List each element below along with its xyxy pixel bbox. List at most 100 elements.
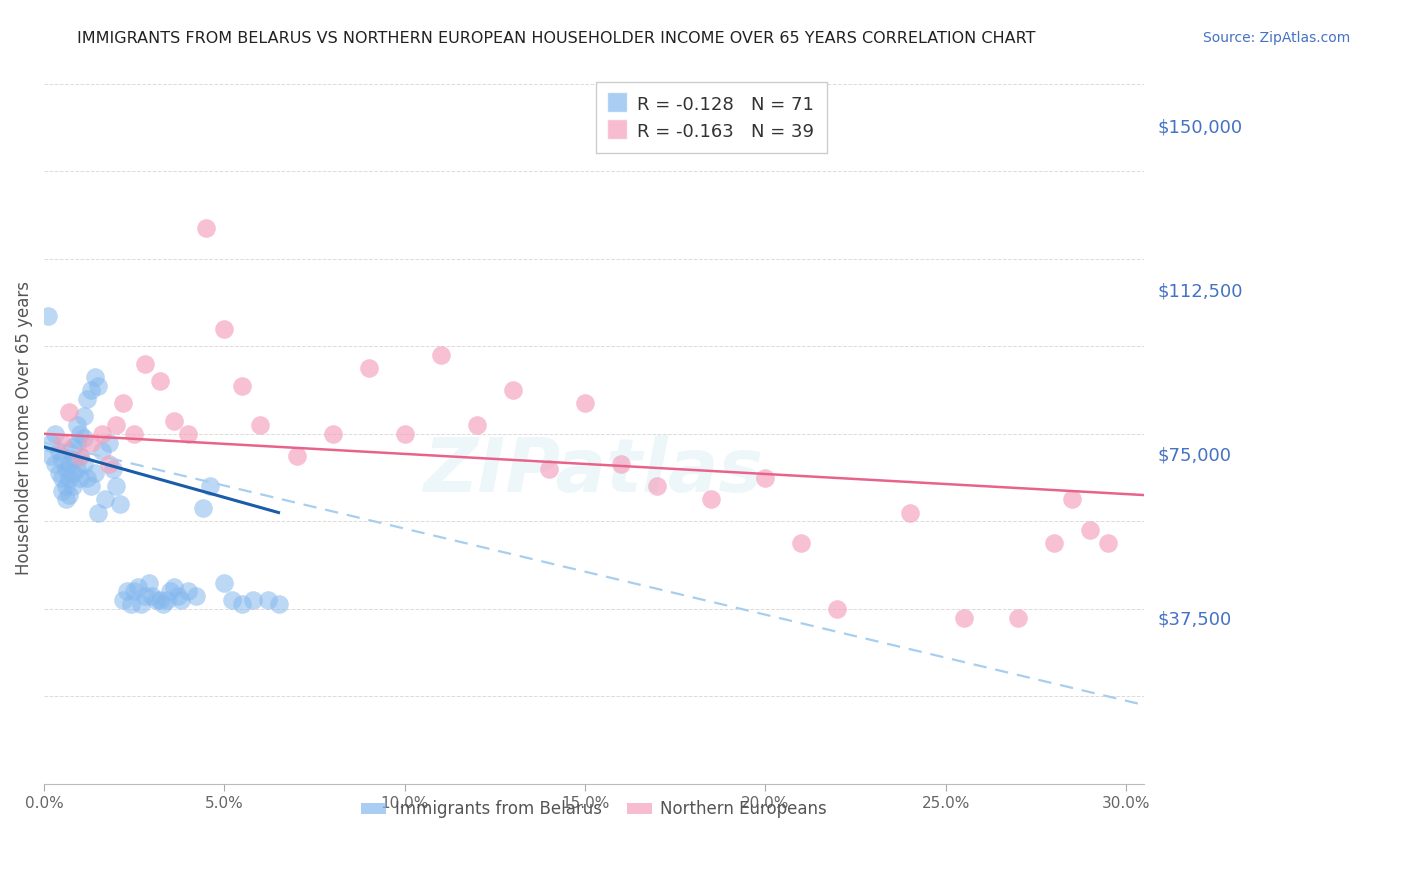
- Point: [65, 435, 87, 450]
- Point: [163, 414, 186, 428]
- Point: [754, 470, 776, 484]
- Point: [65, 462, 87, 476]
- Point: [73, 409, 96, 424]
- Point: [177, 584, 200, 599]
- Point: [58, 458, 80, 472]
- Point: [574, 396, 596, 410]
- Point: [76, 392, 98, 406]
- Legend: Immigrants from Belarus, Northern Europeans: Immigrants from Belarus, Northern Europe…: [354, 794, 834, 825]
- Point: [267, 598, 290, 612]
- Point: [73, 458, 96, 472]
- Point: [537, 462, 560, 476]
- Point: [242, 593, 264, 607]
- Point: [80, 435, 103, 450]
- Point: [214, 575, 236, 590]
- Point: [191, 501, 214, 516]
- Point: [69, 470, 91, 484]
- Point: [73, 431, 96, 445]
- Point: [115, 584, 138, 599]
- Point: [55, 492, 77, 507]
- Point: [98, 458, 121, 472]
- Point: [112, 593, 135, 607]
- Point: [249, 418, 271, 433]
- Point: [101, 462, 124, 476]
- Point: [90, 444, 112, 458]
- Point: [256, 593, 278, 607]
- Point: [221, 593, 243, 607]
- Point: [48, 444, 70, 458]
- Point: [37, 309, 59, 323]
- Point: [465, 418, 488, 433]
- Point: [645, 479, 668, 493]
- Point: [394, 426, 416, 441]
- Point: [285, 449, 308, 463]
- Point: [195, 221, 218, 235]
- Point: [41, 435, 63, 450]
- Point: [80, 479, 103, 493]
- Point: [62, 453, 84, 467]
- Point: [51, 453, 73, 467]
- Point: [76, 470, 98, 484]
- Point: [198, 479, 221, 493]
- Point: [48, 466, 70, 480]
- Point: [898, 506, 921, 520]
- Point: [83, 466, 105, 480]
- Text: ZIPatlas: ZIPatlas: [425, 434, 763, 508]
- Point: [610, 458, 633, 472]
- Point: [1097, 536, 1119, 550]
- Point: [152, 598, 174, 612]
- Point: [98, 435, 121, 450]
- Point: [1007, 610, 1029, 624]
- Point: [69, 426, 91, 441]
- Point: [163, 580, 186, 594]
- Text: $75,000: $75,000: [1159, 447, 1232, 465]
- Point: [131, 598, 153, 612]
- Point: [231, 378, 253, 392]
- Point: [700, 492, 723, 507]
- Point: [156, 593, 179, 607]
- Point: [357, 361, 380, 376]
- Point: [177, 426, 200, 441]
- Point: [430, 348, 453, 362]
- Point: [62, 440, 84, 454]
- Text: $37,500: $37,500: [1159, 611, 1232, 629]
- Point: [184, 589, 207, 603]
- Point: [322, 426, 344, 441]
- Point: [55, 462, 77, 476]
- Point: [148, 593, 170, 607]
- Point: [127, 580, 149, 594]
- Point: [62, 466, 84, 480]
- Point: [44, 426, 66, 441]
- Point: [141, 589, 163, 603]
- Point: [58, 444, 80, 458]
- Point: [65, 418, 87, 433]
- Point: [87, 378, 110, 392]
- Point: [51, 470, 73, 484]
- Point: [58, 488, 80, 502]
- Point: [94, 492, 117, 507]
- Point: [148, 375, 170, 389]
- Point: [1078, 523, 1101, 537]
- Point: [105, 479, 128, 493]
- Point: [166, 589, 188, 603]
- Point: [1043, 536, 1066, 550]
- Point: [87, 506, 110, 520]
- Text: Source: ZipAtlas.com: Source: ZipAtlas.com: [1202, 31, 1350, 45]
- Point: [120, 598, 142, 612]
- Point: [108, 497, 131, 511]
- Point: [214, 322, 236, 336]
- Point: [55, 479, 77, 493]
- Point: [58, 470, 80, 484]
- Point: [41, 449, 63, 463]
- Point: [952, 610, 974, 624]
- Point: [145, 593, 167, 607]
- Point: [122, 584, 145, 599]
- Point: [90, 426, 112, 441]
- Point: [134, 589, 156, 603]
- Y-axis label: Householder Income Over 65 years: Householder Income Over 65 years: [15, 281, 32, 575]
- Point: [170, 593, 193, 607]
- Point: [122, 426, 145, 441]
- Point: [80, 383, 103, 397]
- Text: IMMIGRANTS FROM BELARUS VS NORTHERN EUROPEAN HOUSEHOLDER INCOME OVER 65 YEARS CO: IMMIGRANTS FROM BELARUS VS NORTHERN EURO…: [77, 31, 1036, 46]
- Point: [112, 396, 135, 410]
